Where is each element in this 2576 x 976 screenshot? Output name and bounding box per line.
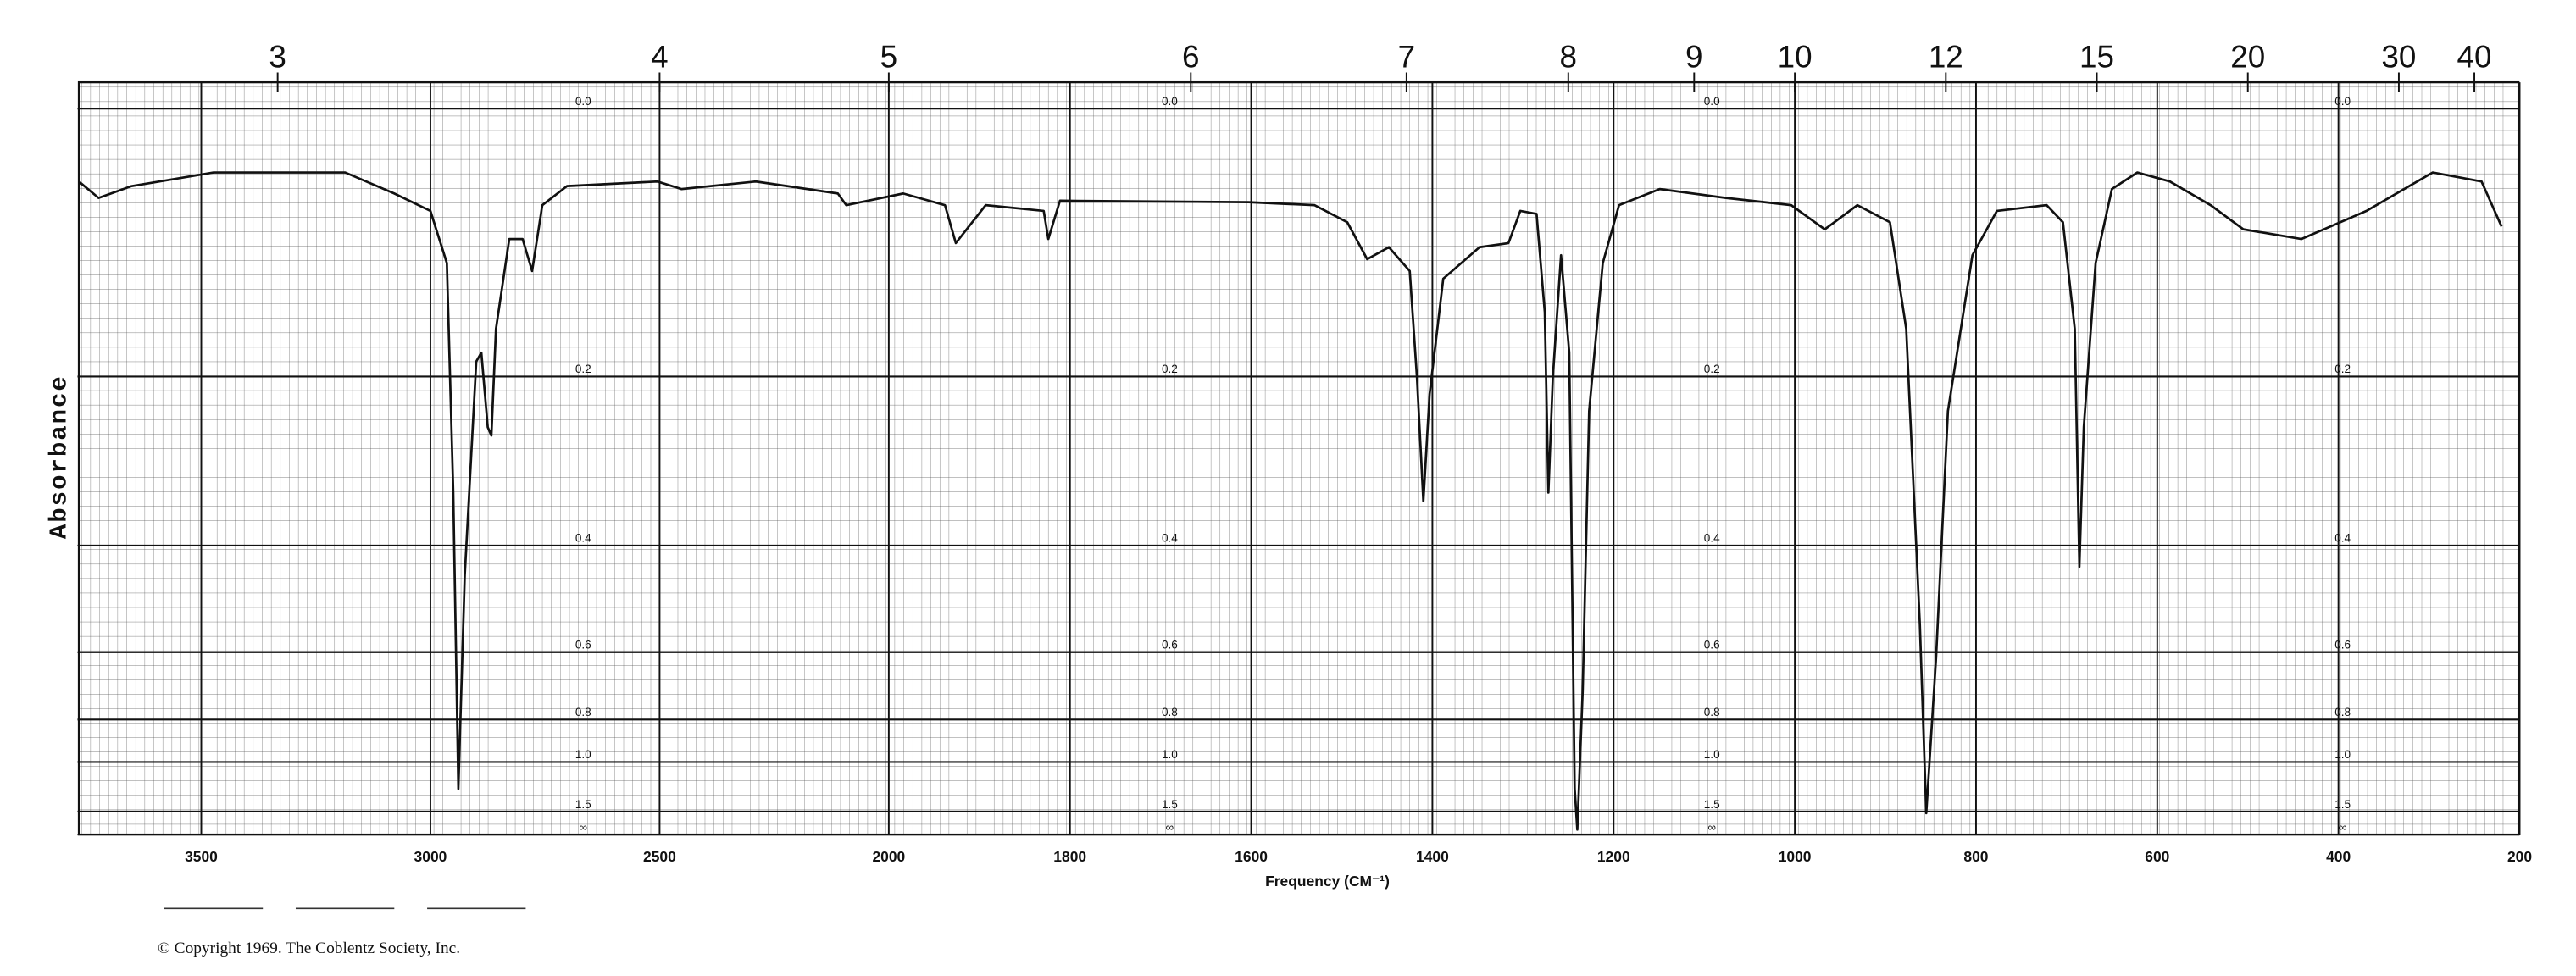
- y-tick-label: 1.5: [1704, 798, 1720, 811]
- y-tick-label: 0.0: [575, 95, 591, 108]
- x-tick-label: 3500: [185, 848, 218, 865]
- y-tick-label: 0.4: [2334, 532, 2351, 545]
- y-tick-label: 0.6: [575, 639, 591, 652]
- y-tick-label: 0.8: [1162, 706, 1178, 718]
- x-tick-label: 3000: [414, 848, 447, 865]
- x2-tick-label: 30: [2381, 40, 2416, 75]
- x2-tick-label: 10: [1778, 40, 1813, 75]
- y-tick-label: 1.5: [2334, 798, 2351, 811]
- x2-tick-label: 15: [2079, 40, 2114, 75]
- y-tick-label: 0.6: [1162, 639, 1178, 652]
- x-tick-label: 1800: [1053, 848, 1086, 865]
- x-tick-label: 2000: [872, 848, 905, 865]
- y-tick-label: ∞: [1166, 821, 1174, 834]
- y-tick-label: 0.0: [1704, 95, 1720, 108]
- x-tick-label: 2500: [643, 848, 676, 865]
- x2-tick-label: 20: [2230, 40, 2265, 75]
- x2-tick-label: 12: [1929, 40, 1963, 75]
- y-tick-label: 0.6: [1704, 639, 1720, 652]
- x2-tick-label: 5: [880, 40, 897, 75]
- y-tick-label: 0.4: [575, 532, 591, 545]
- x-tick-label: 200: [2507, 848, 2532, 865]
- x-tick-label: 600: [2145, 848, 2169, 865]
- y-tick-label: 0.4: [1704, 532, 1720, 545]
- y-tick-label: 1.0: [2334, 748, 2351, 761]
- x-tick-label: 1600: [1235, 848, 1268, 865]
- x-tick-label: 1200: [1597, 848, 1630, 865]
- footer: © Copyright 1969. The Coblentz Society, …: [158, 940, 460, 957]
- y-tick-label: 1.0: [575, 748, 591, 761]
- plot-frame: [77, 80, 2520, 836]
- x-tick-label: 1400: [1416, 848, 1449, 865]
- y-tick-label: ∞: [2339, 821, 2347, 834]
- spectrum-line: [78, 171, 2503, 831]
- y-tick-label: ∞: [1707, 821, 1716, 834]
- x2-tick-label: 3: [269, 40, 286, 75]
- x2-tick-label: 7: [1398, 40, 1415, 75]
- x2-tick-label: 40: [2457, 40, 2492, 75]
- y-tick-label: 0.6: [2334, 639, 2351, 652]
- x-tick-label: 800: [1963, 848, 1988, 865]
- y-tick-label: 0.2: [1162, 363, 1178, 375]
- y-tick-label: 0.8: [1704, 706, 1720, 718]
- x2-tick-label: 4: [651, 40, 668, 75]
- x2-tick-label: 6: [1182, 40, 1199, 75]
- y-tick-label: 1.0: [1162, 748, 1178, 761]
- y-title: Absorbance: [45, 374, 73, 539]
- y-tick-label: 1.5: [1162, 798, 1178, 811]
- x2-tick-label: 8: [1560, 40, 1577, 75]
- y-tick-label: 0.2: [1704, 363, 1720, 375]
- y-tick-label: 0.0: [1162, 95, 1178, 108]
- y-tick-label: 0.8: [575, 706, 591, 718]
- y-tick-label: 0.0: [2334, 95, 2351, 108]
- y-tick-label: 0.4: [1162, 532, 1178, 545]
- x-title: Frequency (CM⁻¹): [1265, 873, 1390, 890]
- y-tick-label: 0.2: [575, 363, 591, 375]
- y-tick-label: 0.2: [2334, 363, 2351, 375]
- y-tick-label: 1.5: [575, 798, 591, 811]
- y-tick-label: 1.0: [1704, 748, 1720, 761]
- x-tick-label: 1000: [1779, 848, 1812, 865]
- x-tick-label: 400: [2326, 848, 2351, 865]
- y-tick-label: 0.8: [2334, 706, 2351, 718]
- y-tick-label: ∞: [579, 821, 587, 834]
- x2-tick-label: 9: [1685, 40, 1702, 75]
